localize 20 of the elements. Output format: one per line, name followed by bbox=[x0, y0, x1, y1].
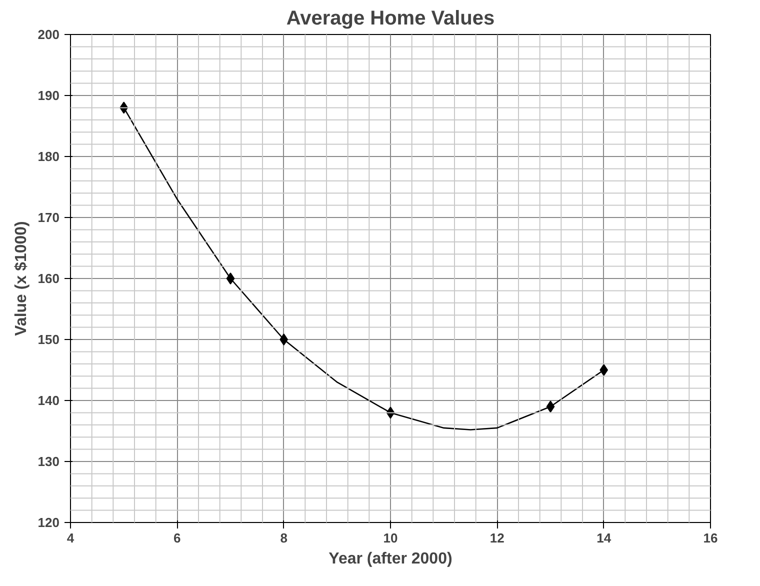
y-tick-label: 150 bbox=[38, 332, 60, 347]
x-tick-label: 4 bbox=[66, 530, 75, 546]
y-tick-label: 170 bbox=[38, 210, 60, 225]
y-tick-label: 140 bbox=[38, 393, 60, 408]
x-tick-label: 10 bbox=[383, 530, 398, 546]
point bbox=[600, 364, 608, 376]
chart-title: Average Home Values bbox=[286, 8, 495, 30]
x-tick-label: 8 bbox=[280, 530, 288, 546]
x-axis-title: Year (after 2000) bbox=[328, 550, 452, 568]
x-tick-label: 16 bbox=[703, 530, 718, 546]
y-tick-label: 120 bbox=[38, 515, 60, 530]
y-tick-label: 130 bbox=[38, 454, 60, 469]
y-tick-label: 190 bbox=[38, 88, 60, 103]
x-tick-label: 14 bbox=[596, 530, 612, 546]
x-tick-label: 6 bbox=[174, 530, 181, 546]
x-tick-label: 12 bbox=[490, 530, 504, 546]
y-tick-label: 160 bbox=[38, 271, 60, 286]
y-axis-title: Value (x $1000) bbox=[12, 221, 30, 336]
y-tick-label: 180 bbox=[38, 149, 60, 164]
y-tick-label: 200 bbox=[38, 27, 60, 42]
